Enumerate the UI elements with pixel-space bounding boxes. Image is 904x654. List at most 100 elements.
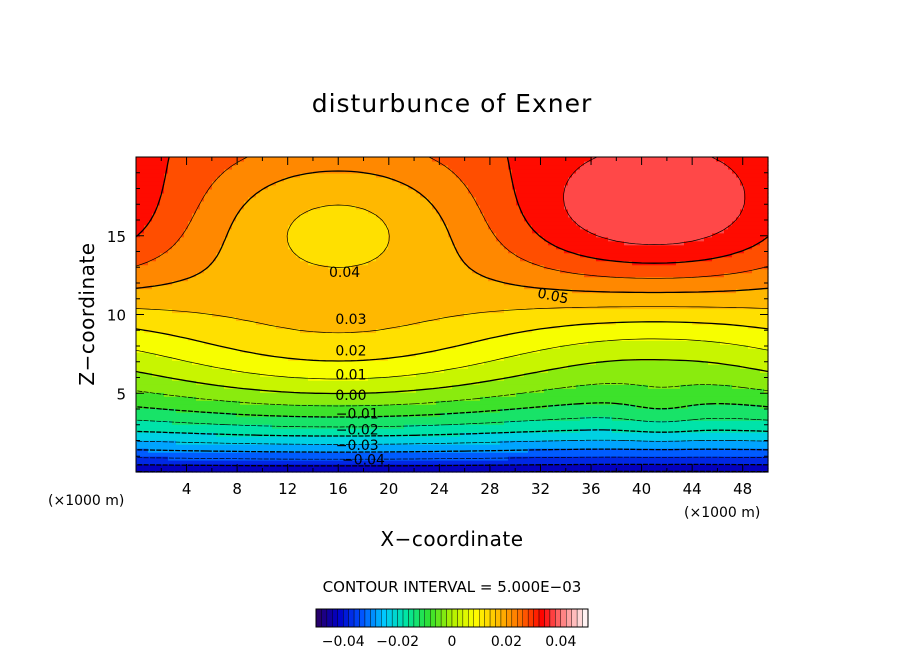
contour-cell (288, 392, 293, 397)
contour-cell (180, 368, 185, 373)
contour-cell (304, 292, 309, 298)
contour-cell (208, 212, 213, 218)
contour-cell (344, 360, 349, 365)
contour-cell (304, 468, 309, 473)
contour-cell (352, 380, 357, 385)
contour-cell (324, 292, 329, 298)
contour-cell (188, 224, 193, 230)
contour-cell (340, 268, 345, 274)
contour-cell (348, 256, 353, 262)
contour-cell (212, 224, 217, 230)
contour-cell (296, 384, 301, 389)
contour-cell (228, 296, 233, 302)
contour-cell (320, 296, 325, 302)
contour-cell (220, 356, 225, 361)
contour-cell (140, 192, 145, 198)
contour-cell (272, 296, 277, 302)
contour-cell (164, 456, 169, 461)
contour-cell (304, 240, 309, 246)
contour-cell (244, 392, 249, 397)
contour-cell (236, 160, 241, 166)
contour-cell (308, 160, 313, 166)
contour-cell (160, 444, 165, 449)
contour-cell (140, 396, 145, 401)
contour-cell (172, 168, 177, 174)
contour-cell (356, 240, 361, 246)
contour-cell (360, 372, 365, 377)
contour-cell (244, 157, 249, 162)
contour-cell (224, 280, 229, 286)
contour-cell (148, 408, 153, 413)
contour-cell (208, 260, 213, 266)
contour-cell (292, 424, 297, 429)
contour-cell (260, 200, 265, 206)
contour-cell (352, 236, 357, 242)
contour-cell (304, 208, 309, 214)
contour-cell (144, 236, 149, 242)
contour-cell (248, 324, 253, 330)
contour-cell (232, 220, 237, 226)
contour-cell (156, 284, 161, 290)
contour-cell (156, 392, 161, 397)
contour-cell (156, 360, 161, 365)
contour-cell (312, 284, 317, 290)
contour-cell (260, 392, 265, 397)
contour-cell (328, 448, 333, 453)
contour-cell (368, 356, 373, 361)
contour-cell (172, 340, 177, 346)
contour-cell (232, 408, 237, 413)
contour-cell (156, 404, 161, 409)
contour-cell (212, 320, 217, 326)
contour-cell (224, 268, 229, 274)
contour-cell (280, 176, 285, 182)
contour-cell (168, 240, 173, 246)
contour-cell (220, 452, 225, 457)
contour-cell (292, 252, 297, 258)
contour-cell (320, 352, 325, 357)
contour-cell (232, 180, 237, 186)
contour-cell (284, 372, 289, 377)
contour-cell (384, 368, 389, 373)
contour-cell (348, 264, 353, 270)
contour-cell (208, 240, 213, 246)
contour-cell (268, 320, 273, 326)
contour-cell (292, 157, 297, 162)
contour-cell (372, 316, 377, 322)
contour-cell (180, 228, 185, 234)
contour-cell (376, 160, 381, 166)
contour-cell (368, 320, 373, 326)
contour-cell (300, 212, 305, 218)
contour-cell (276, 448, 281, 453)
contour-cell (316, 157, 321, 162)
contour-cell (312, 412, 317, 417)
contour-cell (332, 316, 337, 322)
contour-cell (144, 244, 149, 250)
contour-cell (328, 260, 333, 266)
contour-cell (140, 348, 145, 353)
contour-cell (164, 244, 169, 250)
contour-cell (208, 368, 213, 373)
contour-cell (256, 360, 261, 365)
contour-cell (148, 432, 153, 437)
contour-cell (288, 176, 293, 182)
contour-cell (320, 192, 325, 198)
contour-cell (280, 320, 285, 326)
contour-cell (240, 332, 245, 338)
contour-cell (144, 292, 149, 298)
contour-cell (220, 324, 225, 330)
contour-cell (152, 268, 157, 274)
contour-cell (156, 188, 161, 194)
contour-cell (224, 392, 229, 397)
contour-cell (296, 316, 301, 322)
contour-cell (260, 384, 265, 389)
contour-cell (168, 384, 173, 389)
contour-cell (336, 244, 341, 250)
contour-cell (184, 248, 189, 254)
contour-cell (168, 180, 173, 186)
contour-cell (140, 248, 145, 254)
contour-cell (224, 164, 229, 170)
contour-cell (152, 380, 157, 385)
contour-cell (220, 404, 225, 409)
contour-cell (380, 384, 385, 389)
contour-cell (260, 196, 265, 202)
